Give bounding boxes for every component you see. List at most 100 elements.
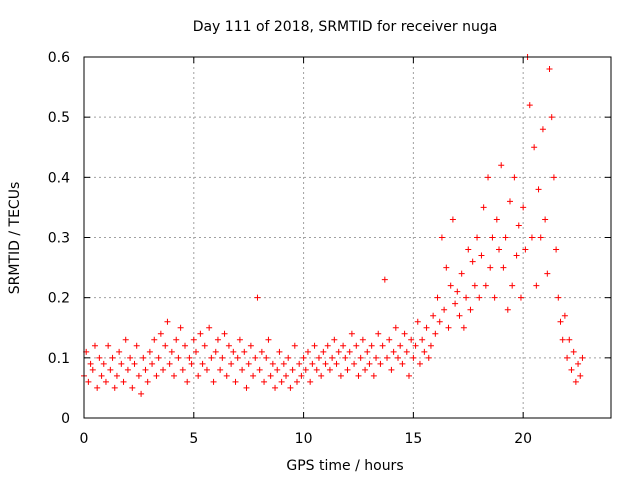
data-point (122, 336, 129, 343)
y-tick-label: 0.2 (48, 291, 70, 307)
data-point (550, 174, 557, 181)
data-point (333, 360, 340, 367)
y-axis-ticks: 0 0.1 0.2 0.3 0.4 0.5 0.6 (48, 50, 611, 427)
data-point (517, 294, 524, 301)
data-point (493, 216, 500, 223)
data-point (491, 294, 498, 301)
data-point (456, 312, 463, 319)
data-point (423, 324, 430, 331)
data-point (348, 330, 355, 337)
data-point (239, 366, 246, 373)
data-point (287, 384, 294, 391)
data-point (460, 324, 467, 331)
data-point (291, 342, 298, 349)
data-point (151, 336, 158, 343)
data-point (379, 342, 386, 349)
data-point (329, 354, 336, 361)
data-point (528, 234, 535, 241)
data-point (116, 348, 123, 355)
data-point (162, 342, 169, 349)
data-point (368, 342, 375, 349)
data-point (313, 366, 320, 373)
data-point (579, 354, 586, 361)
data-point (230, 348, 237, 355)
data-point (124, 366, 131, 373)
y-tick-label: 0 (61, 411, 70, 427)
data-point (192, 348, 199, 355)
data-point (214, 336, 221, 343)
data-point (432, 330, 439, 337)
data-point (212, 348, 219, 355)
data-point (537, 234, 544, 241)
x-tick-label: 5 (189, 431, 198, 447)
y-tick-label: 0.4 (48, 170, 70, 186)
data-point (388, 366, 395, 373)
data-point (210, 378, 217, 385)
data-point (173, 336, 180, 343)
chart-title: Day 111 of 2018, SRMTID for receiver nug… (193, 19, 498, 35)
data-point (300, 354, 307, 361)
data-point (357, 354, 364, 361)
data-point (146, 348, 153, 355)
data-point (513, 252, 520, 259)
data-point (208, 354, 215, 361)
data-point (375, 330, 382, 337)
data-point (267, 372, 274, 379)
data-point (254, 294, 261, 301)
data-point (120, 378, 127, 385)
data-point (304, 348, 311, 355)
data-point (96, 354, 103, 361)
data-point (234, 354, 241, 361)
data-point (186, 354, 193, 361)
data-point (149, 360, 156, 367)
data-point (471, 282, 478, 289)
data-point (485, 174, 492, 181)
data-point (98, 372, 105, 379)
data-point (504, 306, 511, 313)
data-point (280, 360, 287, 367)
data-point (370, 372, 377, 379)
data-point (307, 378, 314, 385)
data-point (298, 372, 305, 379)
data-point (430, 312, 437, 319)
data-point (256, 366, 263, 373)
data-point (443, 264, 450, 271)
data-point (572, 378, 579, 385)
data-point (434, 294, 441, 301)
y-tick-label: 0.6 (48, 50, 70, 66)
data-point (506, 198, 513, 205)
data-point (377, 360, 384, 367)
data-point (559, 336, 566, 343)
data-point (364, 348, 371, 355)
y-tick-label: 0.5 (48, 110, 70, 126)
data-point (511, 174, 518, 181)
data-point (445, 324, 452, 331)
data-point (447, 282, 454, 289)
x-axis-ticks: 0 5 10 15 20 (80, 57, 532, 447)
data-point (250, 372, 257, 379)
data-point (223, 372, 230, 379)
data-point (217, 366, 224, 373)
data-point (526, 102, 533, 109)
data-point (138, 390, 145, 397)
data-point (293, 378, 300, 385)
data-point (160, 366, 167, 373)
data-point (118, 360, 125, 367)
data-point (408, 336, 415, 343)
data-point (480, 204, 487, 211)
data-point (500, 264, 507, 271)
x-tick-label: 0 (80, 431, 89, 447)
data-point (469, 258, 476, 265)
data-point (105, 342, 112, 349)
data-point (157, 330, 164, 337)
data-point (414, 318, 421, 325)
data-point (309, 360, 316, 367)
data-point (228, 360, 235, 367)
data-point (340, 342, 347, 349)
data-point (326, 366, 333, 373)
data-point (285, 354, 292, 361)
data-point (467, 306, 474, 313)
data-point (384, 354, 391, 361)
data-point (278, 378, 285, 385)
data-point (289, 366, 296, 373)
